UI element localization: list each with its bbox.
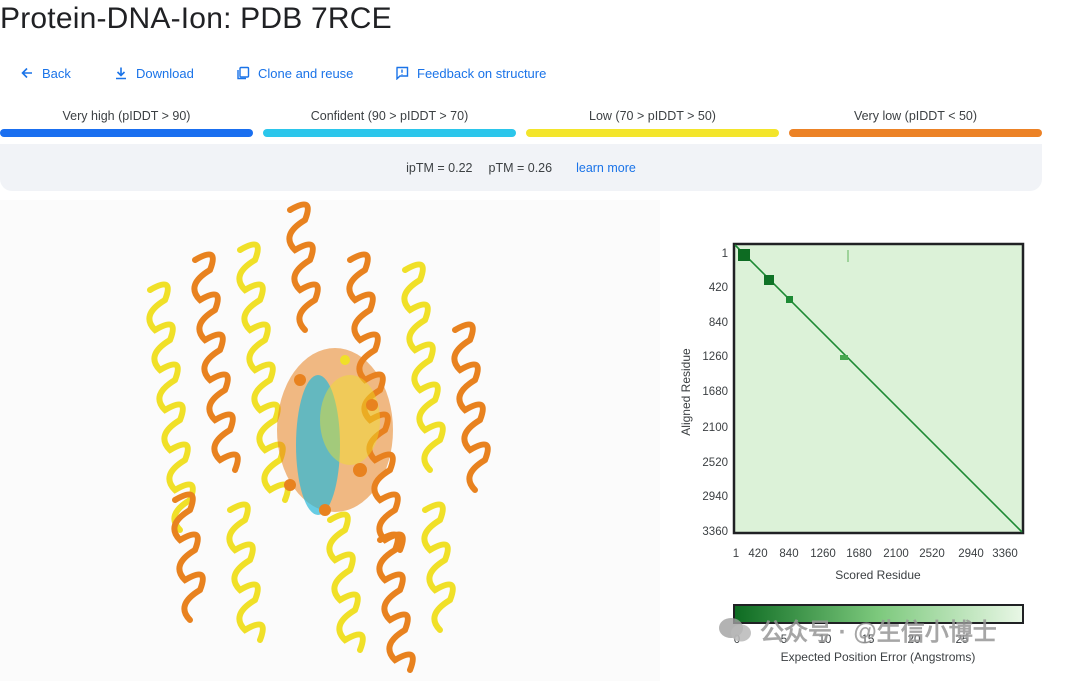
y-tick-label: 1 xyxy=(722,248,728,260)
legend-bar xyxy=(526,129,779,137)
x-tick-label: 2940 xyxy=(958,548,984,560)
pae-diagonal xyxy=(734,244,1023,533)
feedback-label: Feedback on structure xyxy=(417,65,547,81)
structure-viewer[interactable] xyxy=(0,200,660,681)
feedback-button[interactable]: Feedback on structure xyxy=(395,66,546,81)
y-tick-label: 2940 xyxy=(702,491,728,503)
pae-block xyxy=(840,355,848,360)
y-tick-label: 3360 xyxy=(702,526,728,538)
y-tick-label: 1260 xyxy=(702,351,728,363)
download-button[interactable]: Download xyxy=(114,66,236,81)
plddt-legend: Very high (pIDDT > 90) Confident (90 > p… xyxy=(0,108,1042,137)
back-label: Back xyxy=(42,65,71,81)
y-tick-label: 2100 xyxy=(702,422,728,434)
y-tick-label: 420 xyxy=(709,282,728,294)
colorbar-tick-label: 5 xyxy=(781,634,787,646)
action-toolbar: Back Download Clone and reuse Feedback o… xyxy=(20,62,546,84)
x-tick-label: 2100 xyxy=(883,548,909,560)
pae-x-ticks: 1 420 840 1260 1680 2100 2520 2940 3360 xyxy=(733,548,1018,560)
iptm-value: ipTM = 0.22 xyxy=(406,160,473,175)
y-tick-label: 2520 xyxy=(702,457,728,469)
confidence-metrics: ipTM = 0.22 pTM = 0.26 learn more xyxy=(0,144,1042,191)
back-button[interactable]: Back xyxy=(20,66,114,81)
legend-low: Low (70 > pIDDT > 50) xyxy=(526,108,779,137)
x-tick-label: 420 xyxy=(748,548,767,560)
watermark-text: 公众号 · @生信小博士 xyxy=(760,619,997,646)
ptm-value: pTM = 0.26 xyxy=(488,160,553,175)
clone-label: Clone and reuse xyxy=(258,65,354,81)
copy-icon xyxy=(237,66,250,80)
legend-label: Very low (pIDDT < 50) xyxy=(853,109,978,123)
x-tick-label: 1680 xyxy=(846,548,872,560)
colorbar-tick-label: 15 xyxy=(862,634,875,646)
page-title: Protein-DNA-Ion: PDB 7RCE xyxy=(0,2,392,35)
protein-structure-render xyxy=(146,201,491,673)
wechat-icon xyxy=(719,617,751,641)
x-axis-title: Scored Residue xyxy=(835,568,921,582)
arrow-left-icon xyxy=(21,67,32,79)
x-tick-label: 1 xyxy=(733,548,739,560)
legend-very-high: Very high (pIDDT > 90) xyxy=(0,108,253,137)
pae-block xyxy=(738,249,750,261)
pae-plot: 1 420 840 1260 1680 2100 2520 2940 3360 … xyxy=(679,242,1025,664)
legend-label: Confident (90 > pIDDT > 70) xyxy=(310,109,469,123)
x-tick-label: 840 xyxy=(779,548,798,560)
pae-panel: 1 420 840 1260 1680 2100 2520 2940 3360 … xyxy=(660,200,1080,681)
legend-confident: Confident (90 > pIDDT > 70) xyxy=(263,108,516,137)
y-tick-label: 840 xyxy=(709,317,728,329)
colorbar-tick-label: 25 xyxy=(956,634,969,646)
pae-block xyxy=(786,296,793,303)
colorbar-tick-label: 10 xyxy=(819,634,832,646)
colorbar-tick-label: 20 xyxy=(908,634,921,646)
x-tick-label: 1260 xyxy=(810,548,836,560)
y-axis-title: Aligned Residue xyxy=(679,348,693,436)
pae-block xyxy=(847,250,849,262)
legend-label: Very high (pIDDT > 90) xyxy=(62,109,191,123)
feedback-icon xyxy=(396,66,409,80)
x-tick-label: 2520 xyxy=(919,548,945,560)
pae-colorbar xyxy=(733,604,1024,624)
pae-block xyxy=(764,275,774,285)
legend-bar xyxy=(789,129,1042,137)
legend-very-low: Very low (pIDDT < 50) xyxy=(789,108,1042,137)
download-icon xyxy=(116,67,126,80)
y-tick-label: 1680 xyxy=(702,386,728,398)
watermark: 公众号 · @生信小博士 xyxy=(718,612,997,647)
x-tick-label: 3360 xyxy=(992,548,1018,560)
learn-more-link[interactable]: learn more xyxy=(576,160,636,175)
download-label: Download xyxy=(136,65,194,81)
legend-label: Low (70 > pIDDT > 50) xyxy=(589,109,716,123)
clone-and-reuse-button[interactable]: Clone and reuse xyxy=(236,66,395,81)
colorbar-title: Expected Position Error (Angstroms) xyxy=(781,650,976,664)
pae-y-ticks: 1 420 840 1260 1680 2100 2520 2940 3360 xyxy=(702,248,728,538)
legend-bar xyxy=(263,129,516,137)
legend-bar xyxy=(0,129,253,137)
